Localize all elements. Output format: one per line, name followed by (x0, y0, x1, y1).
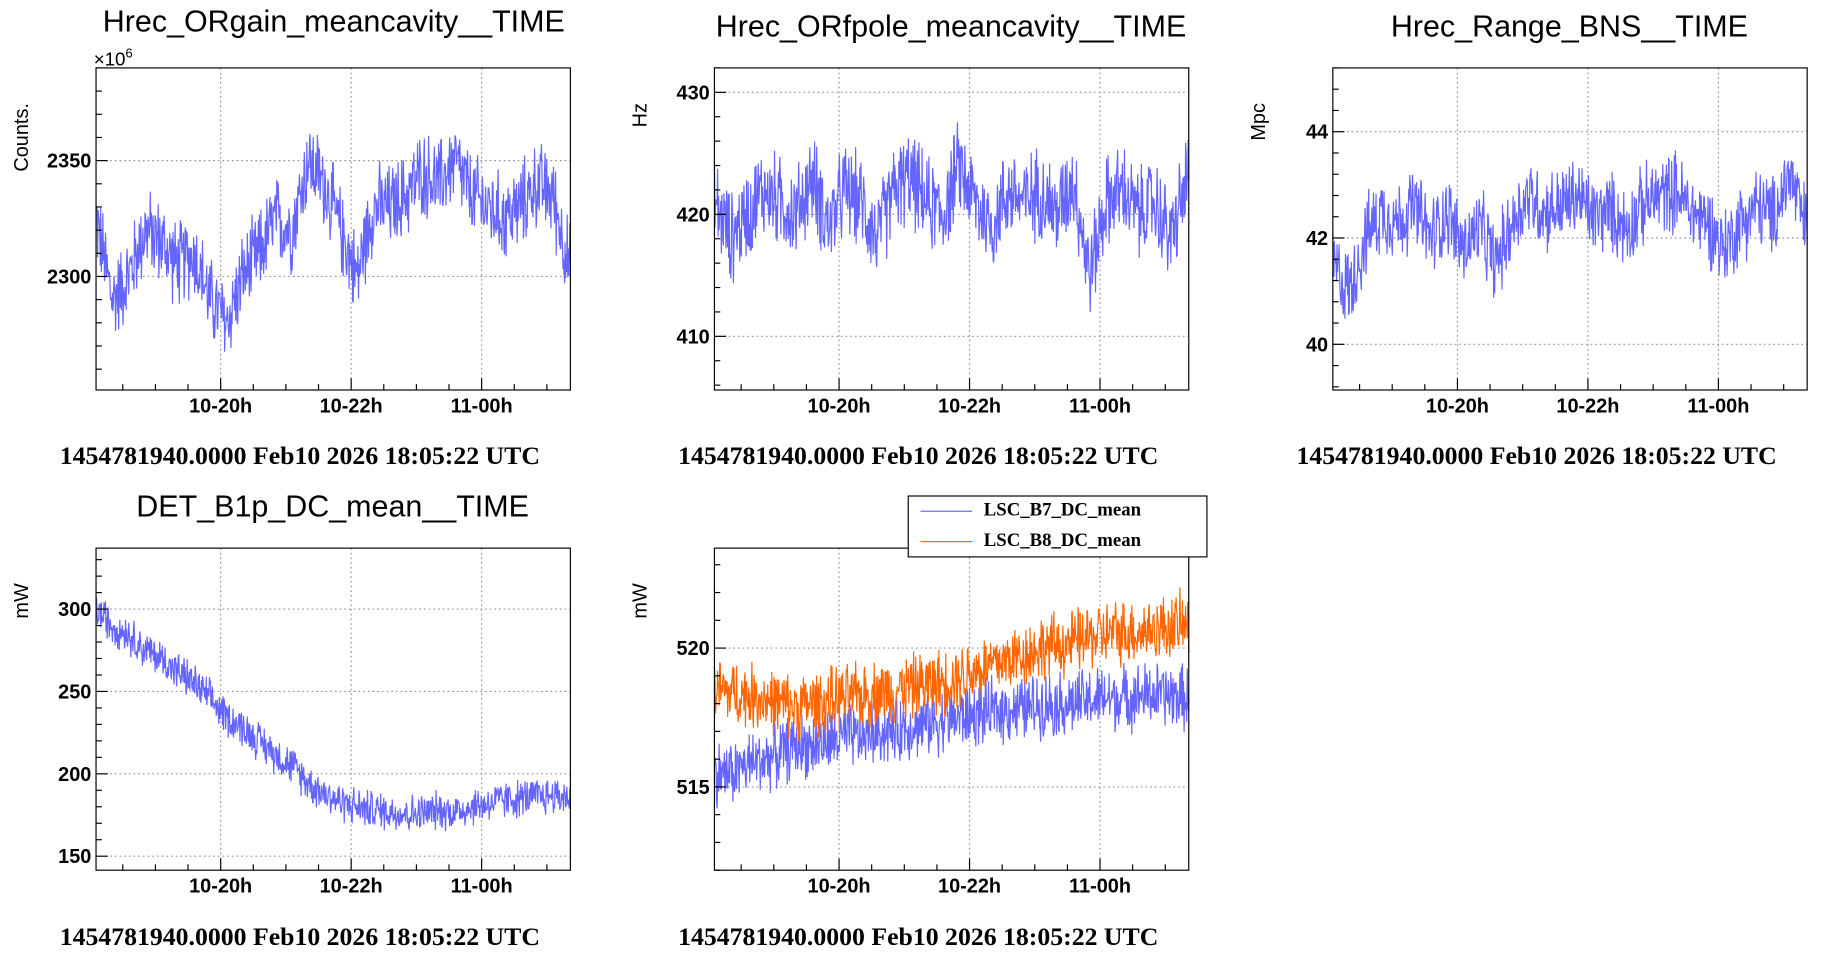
y-tick-label: 2350 (47, 151, 91, 173)
plot-frame (713, 67, 1190, 391)
plot-title: Hrec_Range_BNS__TIME (1390, 8, 1748, 44)
chart-panel: 10-20h 10-22h 11-00h 410 420 430 Hz (630, 67, 1190, 417)
legend-line-orange (920, 540, 973, 542)
legend: LSC_B7_DC_mean LSC_B8_DC_mean (907, 495, 1208, 558)
x-tick-label: 11-00h (1687, 395, 1749, 417)
legend-label: LSC_B7_DC_mean (983, 500, 1142, 521)
series-line-hrec-range-bns (1332, 150, 1808, 319)
x-tick-label: 10-20h (189, 875, 252, 897)
y-axis-exponent: ×106 (94, 45, 133, 69)
series-line-lsc-b8-dc-mean (713, 587, 1190, 742)
x-tick-label: 11-00h (1069, 395, 1131, 417)
x-tick-label: 11-00h (451, 395, 513, 417)
x-tick-label: 10-22h (938, 395, 1001, 417)
timestamp-footer: 1454781940.0000 Feb10 2026 18:05:22 UTC (678, 440, 1159, 470)
timestamp-footer: 1454781940.0000 Feb10 2026 18:05:22 UTC (678, 921, 1159, 952)
x-tick-label: 10-22h (938, 875, 1001, 897)
y-tick-label: 410 (677, 326, 710, 348)
y-axis-label: Mpc (1248, 103, 1270, 141)
y-axis-label: Hz (630, 103, 652, 127)
y-tick-label: 520 (677, 638, 710, 660)
timestamp-footer: 1454781940.0000 Feb10 2026 18:05:22 UTC (59, 440, 540, 470)
y-tick-label: 2300 (47, 266, 91, 288)
plot-frame (95, 67, 571, 391)
chart-panel: 10-20h 10-22h 11-00h 40 42 44 Mpc (1248, 67, 1808, 417)
plot-frame (1332, 67, 1808, 391)
y-tick-label: 430 (677, 82, 710, 104)
y-axis-label: mW (630, 583, 652, 619)
chart-panel: 10-20h 10-22h 11-00h 2300 2350 Counts. ×106 (11, 45, 571, 417)
timestamp-footer: 1454781940.0000 Feb10 2026 18:05:22 UTC (59, 921, 540, 952)
x-tick-label: 10-20h (808, 875, 871, 897)
y-tick-label: 250 (58, 681, 91, 703)
x-tick-label: 10-22h (320, 875, 383, 897)
legend-line-blue (920, 510, 973, 512)
y-tick-label: 44 (1306, 122, 1328, 144)
y-tick-label: 150 (58, 846, 91, 868)
plot-title: DET_B1p_DC_mean__TIME (136, 488, 529, 524)
legend-entry: LSC_B8_DC_mean (920, 527, 1142, 555)
y-axis-exponent-power: 6 (125, 45, 132, 60)
x-tick-label: 10-22h (1556, 395, 1619, 417)
plot-frame (95, 547, 571, 871)
x-tick-label: 10-20h (808, 395, 871, 417)
y-tick-label: 42 (1306, 228, 1328, 250)
x-tick-label: 10-22h (320, 395, 383, 417)
series-line-hrec-orgain-meancavity (95, 133, 571, 352)
y-tick-label: 200 (58, 764, 91, 786)
y-tick-label: 40 (1306, 334, 1328, 356)
legend-entry: LSC_B7_DC_mean (920, 497, 1142, 525)
chart-panel: 10-20h 10-22h 11-00h 515 520 mW (630, 547, 1190, 897)
x-tick-label: 11-00h (1069, 875, 1131, 897)
y-axis-label: Counts. (11, 103, 33, 172)
plot-title: Hrec_ORgain_meancavity__TIME (102, 3, 565, 39)
y-tick-label: 515 (677, 777, 710, 799)
timestamp-footer: 1454781940.0000 Feb10 2026 18:05:22 UTC (1296, 440, 1777, 470)
y-axis-label: mW (11, 583, 33, 619)
plot-title: Hrec_ORfpole_meancavity__TIME (715, 8, 1187, 44)
chart-panel: 10-20h 10-22h 11-00h 150 200 250 300 mW (11, 547, 571, 897)
x-tick-label: 10-20h (1426, 395, 1489, 417)
y-tick-label: 300 (58, 599, 91, 621)
series-line-hrec-orfpole-meancavity (713, 122, 1190, 312)
x-tick-label: 11-00h (451, 875, 513, 897)
series-line-det-b1p-dc-mean (95, 596, 571, 832)
y-tick-label: 420 (677, 204, 710, 226)
legend-label: LSC_B8_DC_mean (983, 530, 1142, 551)
x-tick-label: 10-20h (189, 395, 252, 417)
